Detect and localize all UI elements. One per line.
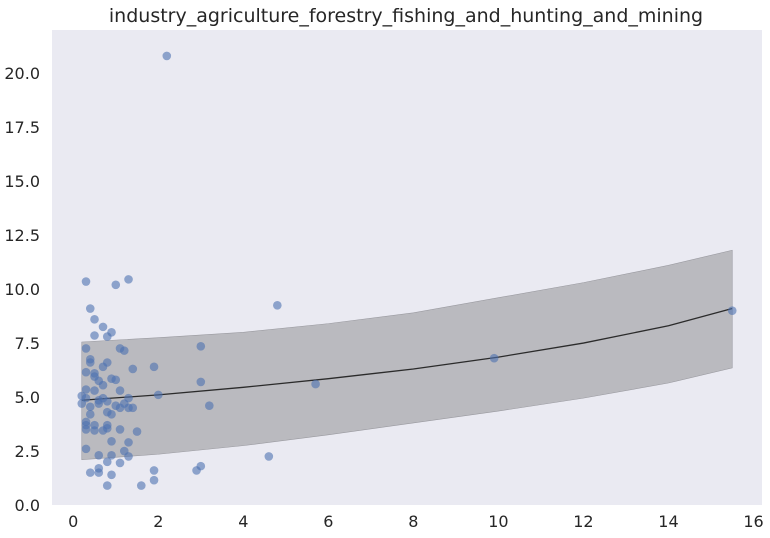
data-point (90, 331, 99, 340)
y-tick-label: 5.0 (15, 388, 40, 407)
x-tick-label: 14 (658, 512, 678, 531)
data-point (727, 306, 737, 315)
data-point (111, 375, 121, 385)
data-point (81, 277, 91, 286)
data-point (102, 481, 112, 490)
data-point (119, 346, 129, 355)
data-point (85, 358, 95, 367)
x-tick-label: 12 (573, 512, 593, 531)
data-point (90, 386, 99, 395)
data-point (102, 457, 112, 467)
data-point (196, 342, 206, 351)
x-tick-label: 10 (488, 512, 508, 531)
data-points-layer (77, 51, 737, 490)
data-point (85, 402, 95, 412)
data-point (90, 426, 99, 435)
data-point (162, 51, 172, 61)
data-point (98, 426, 108, 435)
data-point (205, 401, 214, 410)
data-point (192, 466, 201, 475)
data-point (98, 322, 108, 332)
y-tick-label: 2.5 (15, 442, 40, 461)
data-point (124, 275, 133, 284)
y-tick-label: 12.5 (4, 226, 40, 245)
data-point (128, 403, 138, 413)
data-point (107, 451, 116, 460)
data-point (115, 386, 125, 395)
x-tick-label: 0 (68, 512, 78, 531)
data-point (94, 468, 104, 477)
trend-line (81, 307, 733, 401)
y-tick-label: 0.0 (15, 496, 40, 515)
data-point (196, 377, 206, 387)
y-axis-ticks: 0.0 2.5 5.0 7.5 10.0 12.5 15.0 17.5 20.0 (4, 64, 40, 515)
data-point (98, 362, 108, 372)
data-point (153, 390, 163, 400)
data-point (81, 385, 91, 394)
x-tick-label: 16 (743, 512, 763, 531)
data-point (90, 315, 99, 324)
data-point (85, 410, 95, 419)
data-point (81, 344, 91, 353)
x-tick-label: 6 (323, 512, 333, 531)
data-point (94, 399, 104, 408)
data-point (102, 397, 112, 406)
data-point (311, 379, 320, 389)
y-tick-label: 7.5 (15, 334, 40, 353)
data-point (81, 425, 91, 434)
data-point (81, 367, 91, 377)
data-point (81, 444, 91, 454)
x-tick-label: 4 (238, 512, 248, 531)
data-point (102, 332, 112, 341)
y-tick-label: 17.5 (4, 118, 40, 137)
chart-title: industry_agriculture_forestry_fishing_an… (109, 5, 703, 27)
data-point (264, 452, 274, 461)
data-point (107, 410, 116, 419)
confidence-band-layer (81, 249, 733, 460)
data-point (94, 451, 104, 460)
data-point (85, 304, 95, 313)
y-tick-label: 15.0 (4, 172, 40, 191)
data-point (149, 362, 159, 372)
data-point (273, 300, 282, 310)
data-point (85, 468, 95, 477)
data-point (136, 481, 146, 490)
data-point (98, 380, 108, 390)
data-point (489, 353, 499, 363)
data-point (149, 466, 159, 475)
x-tick-label: 2 (153, 512, 163, 531)
data-point (107, 470, 116, 480)
data-point (115, 403, 125, 413)
data-point (77, 399, 87, 408)
trend-line-layer (81, 307, 733, 401)
x-tick-label: 8 (408, 512, 418, 531)
data-point (132, 427, 142, 436)
data-point (124, 438, 133, 447)
data-point (115, 425, 125, 434)
data-point (128, 364, 138, 374)
data-point (124, 452, 133, 461)
data-point (149, 475, 159, 485)
x-axis-ticks: 0 2 4 6 8 10 12 14 16 (68, 512, 764, 531)
data-point (107, 437, 116, 446)
y-tick-label: 20.0 (4, 64, 40, 83)
y-tick-label: 10.0 (4, 280, 40, 299)
data-point (115, 458, 125, 468)
confidence-band (81, 249, 733, 460)
data-point (111, 280, 121, 290)
